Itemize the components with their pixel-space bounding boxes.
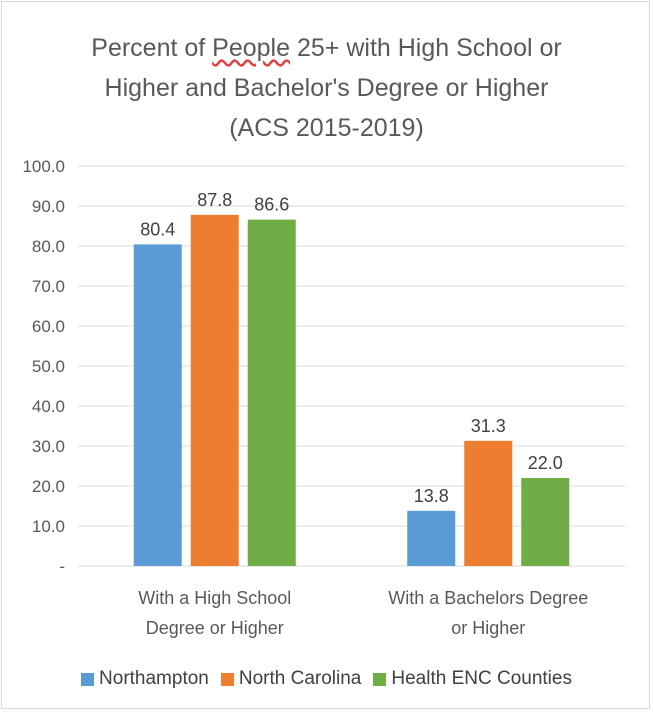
- legend-item-north-carolina: North Carolina: [220, 668, 362, 690]
- title-line-3: (ACS 2015-2019): [229, 114, 424, 142]
- bar: [521, 478, 570, 566]
- bar: [190, 214, 239, 567]
- data-label: 22.0: [528, 453, 563, 473]
- title-line-1: Percent of People 25+ with High School o…: [0, 28, 653, 68]
- title-line-1-part-1: Percent of: [91, 34, 213, 62]
- y-tick-label: 80.0: [32, 237, 65, 256]
- y-tick-label: 50.0: [32, 357, 65, 376]
- y-tick-label: 100.0: [22, 157, 65, 176]
- x-category-label: or Higher: [451, 618, 525, 638]
- x-category-label: With a Bachelors Degree: [388, 588, 588, 608]
- y-tick-label: 40.0: [32, 397, 65, 416]
- legend-swatch-northampton: [81, 672, 95, 686]
- legend-label-north-carolina: North Carolina: [238, 668, 362, 689]
- y-tick-label: 60.0: [32, 317, 65, 336]
- x-category-label: Degree or Higher: [146, 618, 284, 638]
- chart-title: Percent of People 25+ with High School o…: [0, 28, 653, 148]
- legend-item-northampton: Northampton: [81, 668, 209, 690]
- x-category-label: With a High School: [138, 588, 291, 608]
- title-line-2: Higher and Bachelor's Degree or Higher: [104, 74, 549, 102]
- data-label: 13.8: [414, 486, 449, 506]
- legend-label-health-enc-counties: Health ENC Counties: [391, 668, 572, 689]
- legend-swatch-north-carolina: [220, 672, 234, 686]
- legend-label-northampton: Northampton: [99, 668, 209, 689]
- y-tick-label: 10.0: [32, 517, 65, 536]
- legend-item-health-enc-counties: Health ENC Counties: [373, 668, 572, 690]
- y-tick-label: 20.0: [32, 477, 65, 496]
- data-label: 31.3: [471, 416, 506, 436]
- title-line-1-part-3: 25+ with High School or: [290, 34, 562, 62]
- y-tick-label: 90.0: [32, 197, 65, 216]
- y-tick-label: 70.0: [32, 277, 65, 296]
- chart-legend: Northampton North Carolina Health ENC Co…: [0, 668, 653, 690]
- data-label: 87.8: [197, 190, 232, 210]
- legend-swatch-health-enc-counties: [373, 672, 387, 686]
- data-label: 80.4: [140, 219, 175, 239]
- data-label: 86.6: [254, 195, 289, 215]
- title-line-1-part-2: People: [212, 34, 291, 62]
- bar: [464, 440, 513, 566]
- y-tick-label: -: [59, 557, 65, 576]
- y-tick-label: 30.0: [32, 437, 65, 456]
- bar: [247, 219, 296, 566]
- bar: [133, 244, 182, 566]
- bar: [407, 510, 456, 566]
